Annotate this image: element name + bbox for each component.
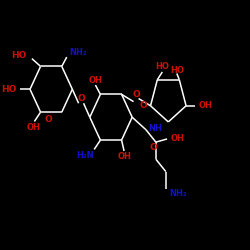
Text: NH₂: NH₂ xyxy=(170,189,187,198)
Text: O: O xyxy=(150,143,157,152)
Text: O: O xyxy=(132,90,140,99)
Text: O: O xyxy=(139,101,147,110)
Text: OH: OH xyxy=(88,76,102,85)
Text: OH: OH xyxy=(26,122,40,132)
Text: O: O xyxy=(45,116,52,124)
Text: HO: HO xyxy=(12,51,27,60)
Text: OH: OH xyxy=(117,152,131,161)
Text: OH: OH xyxy=(171,134,185,143)
Text: HO: HO xyxy=(170,66,184,75)
Text: HO: HO xyxy=(1,85,16,94)
Text: OH: OH xyxy=(198,101,212,110)
Text: NH: NH xyxy=(148,124,162,132)
Text: O: O xyxy=(77,94,85,103)
Text: NH₂: NH₂ xyxy=(69,48,87,57)
Text: H₂N: H₂N xyxy=(76,150,94,160)
Text: HO: HO xyxy=(155,62,169,71)
